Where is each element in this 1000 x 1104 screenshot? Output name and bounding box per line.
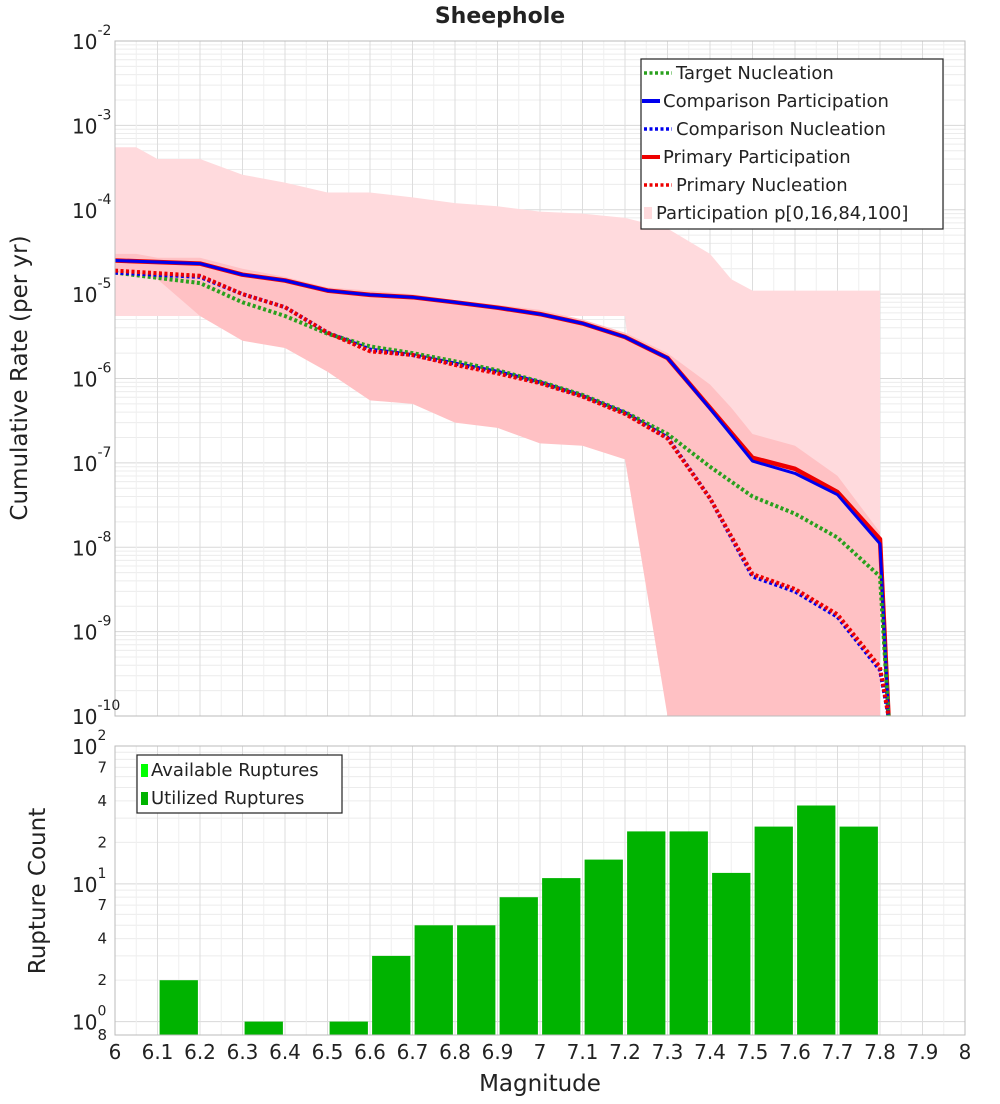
- x-tick: 7.6: [779, 1040, 811, 1064]
- rate-y-tick: 10-9: [72, 614, 111, 645]
- count-y-tick-minor: 7: [97, 758, 107, 776]
- rate-legend-label: Comparison Nucleation: [676, 119, 886, 140]
- count-bar: [414, 925, 453, 1035]
- count-legend-label: Utilized Ruptures: [151, 788, 304, 809]
- count-y-tick-minor: 2: [97, 833, 107, 851]
- rate-y-tick: 10-8: [72, 529, 111, 560]
- count-legend-label: Available Ruptures: [151, 760, 319, 781]
- rate-legend-label: Primary Nucleation: [676, 175, 848, 196]
- x-tick: 7.7: [822, 1040, 854, 1064]
- count-bar: [584, 859, 623, 1035]
- x-tick: 6.1: [142, 1040, 174, 1064]
- count-bar: [244, 1021, 283, 1035]
- x-tick: 7: [534, 1040, 547, 1064]
- count-bar: [372, 955, 411, 1035]
- x-tick: 6.8: [439, 1040, 471, 1064]
- count-y-tick-minor: 7: [97, 896, 107, 914]
- rate-y-axis-label: Cumulative Rate (per yr): [7, 235, 33, 520]
- rate-y-tick-labels: 10-2 10-3 10-4 10-5 10-6 10-7 10-8 10-9 10-10: [72, 23, 120, 729]
- x-tick: 7.4: [694, 1040, 726, 1064]
- rate-y-tick: 10-4: [72, 192, 112, 223]
- count-bar: [627, 831, 666, 1035]
- x-tick: 6.6: [354, 1040, 386, 1064]
- series-line-comparison-participation: [114, 259, 890, 717]
- band-p16-p84: [115, 253, 880, 716]
- count-bars: [159, 805, 878, 1035]
- count-y-tick-minor: 2: [97, 971, 107, 989]
- count-bar: [669, 831, 708, 1035]
- count-y-tick-major: 102: [72, 728, 106, 759]
- count-bar: [499, 897, 538, 1035]
- x-tick: 7.9: [907, 1040, 939, 1064]
- rate-legend-label: Target Nucleation: [675, 63, 834, 84]
- count-y-tick-major: 101: [72, 866, 106, 897]
- rate-series-lines: [114, 258, 891, 717]
- count-legend: Available Ruptures Utilized Ruptures: [136, 754, 343, 814]
- rate-legend-label: Comparison Participation: [663, 91, 889, 112]
- count-y-tick-labels: 100 101 102 8 2 4 7 2 4 7: [72, 728, 107, 1044]
- count-legend-box: [136, 754, 343, 814]
- count-bar: [159, 980, 198, 1035]
- rate-y-tick: 10-5: [72, 276, 111, 307]
- count-bar: [329, 1021, 368, 1035]
- count-bar: [839, 826, 878, 1035]
- x-tick: 6.7: [397, 1040, 429, 1064]
- rate-y-tick: 10-10: [72, 698, 120, 729]
- x-tick: 6.4: [269, 1040, 301, 1064]
- count-plot: 100 101 102 8 2 4 7 2 4 7 Rupture Count Available…: [25, 728, 966, 1044]
- count-y-tick-minor: 8: [97, 1026, 107, 1044]
- count-bar: [457, 925, 496, 1035]
- count-y-tick-minor: 4: [97, 792, 107, 810]
- x-tick: 8: [959, 1040, 972, 1064]
- rate-y-tick: 10-3: [72, 107, 111, 138]
- chart-title: Sheephole: [435, 4, 565, 29]
- count-bar: [542, 878, 581, 1035]
- count-y-axis-label: Rupture Count: [25, 808, 51, 974]
- count-plot-frame: [114, 745, 966, 1036]
- count-legend-swatch: [141, 792, 148, 805]
- x-tick: 7.1: [567, 1040, 599, 1064]
- count-bar: [797, 805, 836, 1035]
- x-tick: 6: [109, 1040, 122, 1064]
- rate-legend-swatch: [644, 207, 652, 219]
- rate-plot: 10-2 10-3 10-4 10-5 10-6 10-7 10-8 10-9 10-10 Cu…: [7, 23, 966, 729]
- count-y-tick-minor: 4: [97, 930, 107, 948]
- x-tick: 7.3: [652, 1040, 684, 1064]
- x-tick: 6.9: [482, 1040, 514, 1064]
- count-legend-swatch: [141, 764, 148, 777]
- rate-legend-entries: Target Nucleation Comparison Participatio…: [642, 63, 908, 224]
- rate-legend-label: Primary Participation: [663, 147, 851, 168]
- rate-y-tick: 10-2: [72, 23, 111, 54]
- rate-y-tick: 10-7: [72, 445, 111, 476]
- series-line-target-nucleation: [114, 270, 891, 717]
- rate-plot-frame: [114, 40, 966, 717]
- x-tick: 6.3: [227, 1040, 259, 1064]
- x-tick: 7.8: [864, 1040, 896, 1064]
- x-tick: 6.5: [312, 1040, 344, 1064]
- x-tick: 7.5: [737, 1040, 769, 1064]
- x-tick-labels: 6 6.1 6.2 6.3 6.4 6.5 6.6 6.7 6.8 6.9 7 7.1 7.2 7.3 7.…: [109, 1040, 972, 1064]
- count-bar: [754, 826, 793, 1035]
- rate-legend-label: Participation p[0,16,84,100]: [656, 203, 908, 224]
- rate-y-tick: 10-6: [72, 361, 112, 392]
- x-tick: 7.2: [609, 1040, 641, 1064]
- rate-legend: Target Nucleation Comparison Participatio…: [640, 58, 944, 230]
- rate-legend-box: [640, 58, 944, 230]
- count-legend-entries: Available Ruptures Utilized Ruptures: [141, 760, 319, 809]
- x-axis-label: Magnitude: [479, 1071, 601, 1097]
- count-bar: [712, 872, 751, 1035]
- count-y-tick-major: 100: [72, 1004, 106, 1035]
- x-tick: 6.2: [184, 1040, 216, 1064]
